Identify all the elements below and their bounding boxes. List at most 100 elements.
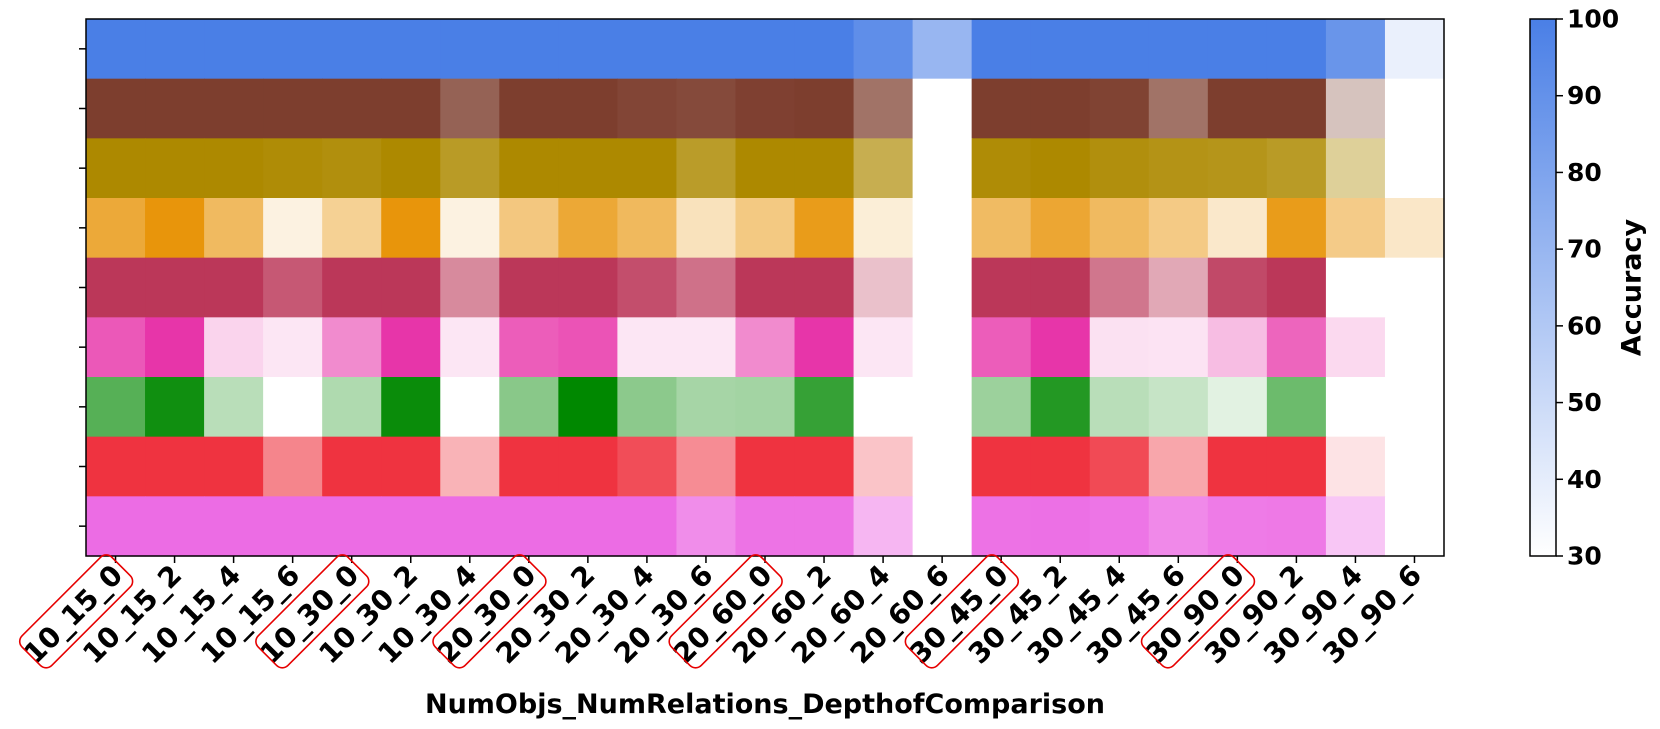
heatmap-cell bbox=[499, 19, 559, 80]
heatmap-cell bbox=[204, 198, 264, 259]
heatmap-cell bbox=[558, 317, 618, 378]
heatmap-cell bbox=[735, 496, 796, 557]
colorbar-tick-label: 100 bbox=[1567, 5, 1619, 34]
heatmap-cell bbox=[1266, 138, 1327, 199]
heatmap-cell bbox=[735, 377, 796, 438]
heatmap-cell bbox=[1089, 19, 1150, 80]
heatmap-cell bbox=[1384, 436, 1445, 497]
heatmap-cell bbox=[735, 257, 796, 318]
heatmap-cell bbox=[912, 19, 973, 80]
heatmap-cell bbox=[794, 19, 855, 80]
heatmap-cell bbox=[1384, 198, 1445, 259]
heatmap-cell bbox=[1325, 198, 1386, 259]
heatmap-cell bbox=[1089, 198, 1150, 259]
heatmap-cell bbox=[617, 19, 678, 80]
heatmap-cell bbox=[1266, 78, 1327, 139]
heatmap-cell bbox=[1325, 496, 1386, 557]
heatmap-cell bbox=[1325, 138, 1386, 199]
heatmap-cell bbox=[1266, 198, 1327, 259]
heatmap-cell bbox=[322, 198, 382, 259]
heatmap-cell bbox=[381, 496, 441, 557]
heatmap-cell bbox=[204, 377, 264, 438]
heatmap-cell bbox=[558, 257, 618, 318]
heatmap-cell bbox=[912, 436, 973, 497]
heatmap-cell bbox=[1266, 257, 1327, 318]
heatmap-cell bbox=[676, 138, 737, 199]
heatmap-cell bbox=[971, 138, 1032, 199]
heatmap-cell bbox=[1148, 198, 1209, 259]
heatmap-cell bbox=[86, 78, 146, 139]
heatmap-cell bbox=[322, 377, 382, 438]
heatmap-cell bbox=[1148, 138, 1209, 199]
heatmap-cell bbox=[499, 198, 559, 259]
heatmap-cell bbox=[971, 257, 1032, 318]
heatmap-cell bbox=[676, 198, 737, 259]
heatmap-cell bbox=[1030, 198, 1091, 259]
heatmap-cell bbox=[440, 78, 500, 139]
heatmap-cell bbox=[86, 436, 146, 497]
heatmap-cell bbox=[617, 496, 678, 557]
heatmap-cell bbox=[145, 78, 205, 139]
heatmap-cell bbox=[1030, 317, 1091, 378]
heatmap-cell bbox=[145, 257, 205, 318]
heatmap-cell bbox=[263, 257, 323, 318]
heatmap-cell bbox=[263, 317, 323, 378]
heatmap-cell bbox=[263, 78, 323, 139]
heatmap-cell bbox=[1207, 257, 1268, 318]
heatmap-cell bbox=[322, 19, 382, 80]
heatmap-cell bbox=[1266, 496, 1327, 557]
heatmap-cells bbox=[86, 19, 1445, 557]
colorbar-tick-label: 90 bbox=[1567, 81, 1602, 110]
heatmap-cell bbox=[971, 496, 1032, 557]
x-tick-highlight-box bbox=[1140, 554, 1256, 669]
colorbar-gradient bbox=[1529, 18, 1557, 557]
heatmap-cell bbox=[853, 198, 914, 259]
heatmap-cell bbox=[853, 496, 914, 557]
colorbar-tick-label: 30 bbox=[1567, 542, 1602, 571]
heatmap-cell bbox=[145, 496, 205, 557]
heatmap-cell bbox=[853, 377, 914, 438]
heatmap-cell bbox=[1325, 19, 1386, 80]
heatmap-cell bbox=[1325, 317, 1386, 378]
heatmap-cell bbox=[617, 78, 678, 139]
heatmap-cell bbox=[853, 257, 914, 318]
heatmap-cell bbox=[1207, 78, 1268, 139]
heatmap-cell bbox=[1207, 19, 1268, 80]
heatmap-cell bbox=[204, 138, 264, 199]
heatmap-cell bbox=[499, 257, 559, 318]
heatmap-cell bbox=[204, 19, 264, 80]
heatmap-cell bbox=[794, 496, 855, 557]
heatmap-cell bbox=[676, 496, 737, 557]
heatmap-cell bbox=[558, 19, 618, 80]
heatmap-cell bbox=[735, 198, 796, 259]
x-axis-title: NumObjs_NumRelations_DepthofComparison bbox=[425, 689, 1105, 720]
heatmap-cell bbox=[676, 436, 737, 497]
heatmap-cell bbox=[263, 377, 323, 438]
heatmap-cell bbox=[145, 198, 205, 259]
heatmap-cell bbox=[735, 78, 796, 139]
heatmap-cell bbox=[1089, 138, 1150, 199]
heatmap-cell bbox=[1148, 436, 1209, 497]
heatmap-cell bbox=[145, 19, 205, 80]
heatmap-cell bbox=[1030, 138, 1091, 199]
colorbar-tick-label: 70 bbox=[1567, 235, 1602, 264]
heatmap-cell bbox=[1030, 377, 1091, 438]
heatmap-cell bbox=[86, 257, 146, 318]
heatmap-cell bbox=[794, 257, 855, 318]
heatmap-cell bbox=[263, 436, 323, 497]
heatmap-cell bbox=[1089, 317, 1150, 378]
heatmap-cell bbox=[853, 19, 914, 80]
heatmap-cell bbox=[1089, 257, 1150, 318]
heatmap-cell bbox=[676, 377, 737, 438]
heatmap-cell bbox=[145, 317, 205, 378]
heatmap-cell bbox=[1089, 496, 1150, 557]
x-tick-highlight-box bbox=[18, 554, 134, 669]
heatmap-cell bbox=[322, 496, 382, 557]
heatmap-cell bbox=[1266, 19, 1327, 80]
heatmap-cell bbox=[912, 78, 973, 139]
heatmap-cell bbox=[558, 377, 618, 438]
heatmap-cell bbox=[617, 257, 678, 318]
heatmap-cell bbox=[499, 78, 559, 139]
heatmap-cell bbox=[1030, 78, 1091, 139]
